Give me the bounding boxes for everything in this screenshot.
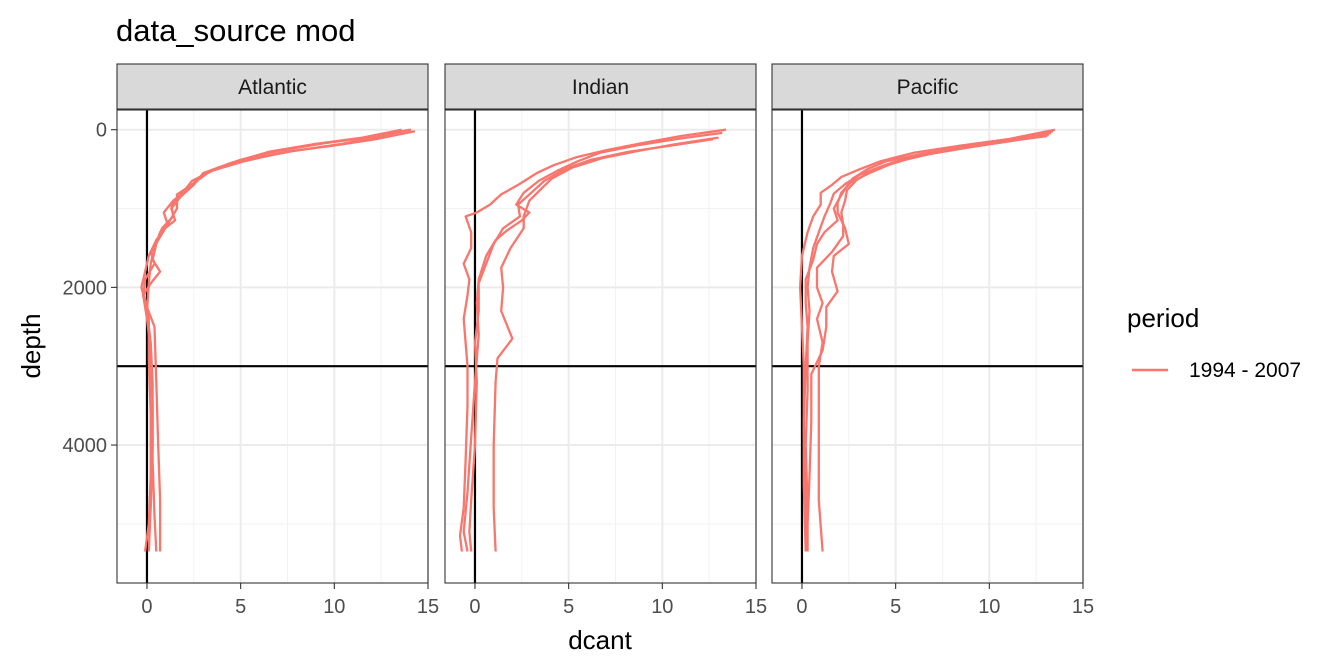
- series-line-indian-2: [468, 138, 714, 552]
- y-axis-title: depth: [16, 313, 46, 378]
- panel-border: [771, 109, 1084, 584]
- x-tick-label: 15: [417, 596, 439, 618]
- panel-border: [444, 109, 757, 584]
- x-tick-label: 15: [1072, 596, 1094, 618]
- strip-label-pacific: Pacific: [897, 76, 959, 99]
- strip-indian: [444, 63, 757, 110]
- strip-label-indian: Indian: [572, 76, 629, 99]
- y-tick-label: 4000: [63, 435, 108, 457]
- facet-panels: Atlantic 0 5 10 15 Indian 0 5 10 15 Pacific 0 5 10 15: [116, 63, 1094, 618]
- x-tick-label: 10: [323, 596, 345, 618]
- x-tick-label: 15: [745, 596, 767, 618]
- x-tick-label: 5: [563, 596, 574, 618]
- panel-background: [445, 110, 756, 583]
- legend: period 1994 - 2007: [1127, 303, 1301, 382]
- x-tick-label: 5: [235, 596, 246, 618]
- facet-atlantic: Atlantic 0 5 10 15: [116, 63, 439, 618]
- legend-label: 1994 - 2007: [1189, 359, 1301, 382]
- x-tick-label: 10: [978, 596, 1000, 618]
- strip-pacific: [771, 63, 1084, 110]
- x-tick-label: 0: [469, 596, 480, 618]
- x-tick-label: 0: [141, 596, 152, 618]
- series-line-pacific-5: [804, 134, 1048, 552]
- panel-background: [117, 110, 428, 583]
- x-tick-label: 0: [796, 596, 807, 618]
- y-tick-label: 2000: [63, 277, 108, 299]
- series-line-pacific-4: [806, 133, 1050, 552]
- series-line-atlantic-4: [142, 128, 410, 552]
- series-line-indian-4: [492, 136, 719, 552]
- y-tick-label: 0: [96, 120, 107, 142]
- y-axis: 0 2000 4000: [63, 120, 117, 457]
- strip-label-atlantic: Atlantic: [238, 76, 307, 99]
- chart-title: data_source mod: [116, 13, 356, 48]
- panel-border: [116, 109, 429, 584]
- x-axis-title: dcant: [568, 625, 632, 655]
- x-tick-label: 5: [890, 596, 901, 618]
- x-tick-label: 10: [651, 596, 673, 618]
- facet-pacific: Pacific 0 5 10 15: [771, 63, 1094, 618]
- facet-indian: Indian 0 5 10 15: [444, 63, 767, 618]
- series-line-pacific-1: [798, 128, 1056, 552]
- legend-title: period: [1127, 303, 1199, 333]
- series-line-indian-3: [462, 131, 723, 552]
- series-line-indian-1: [458, 128, 727, 552]
- strip-atlantic: [116, 63, 429, 110]
